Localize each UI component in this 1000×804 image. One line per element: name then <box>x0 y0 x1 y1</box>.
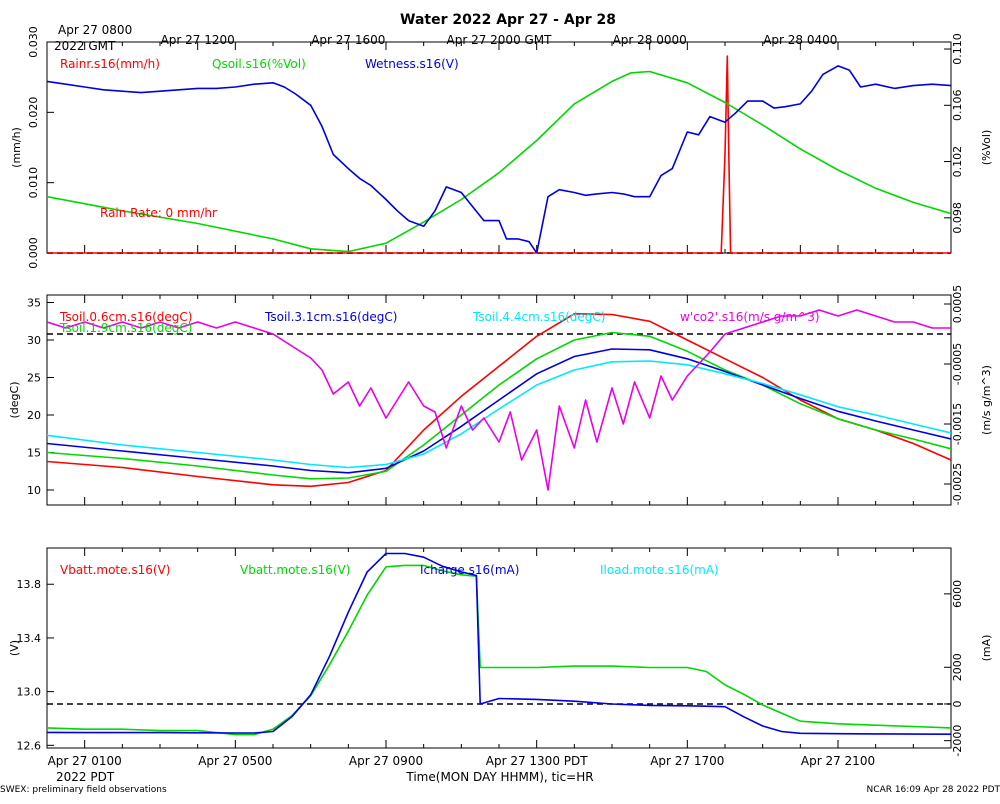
y-tick-label-right: 6000 <box>951 580 964 608</box>
panel-1: 0.000 0.010 0.020 0.030 0.098 0.102 0.106 0.110… <box>10 26 993 269</box>
y-tick-label-right: 0.0005 <box>951 285 964 324</box>
legend-cyan: Tsoil.4.4cm.s16(degC) <box>472 310 606 324</box>
y-tick-label-right: 0.106 <box>951 90 964 122</box>
legend-cyan: Iload.mote.s16(mA) <box>600 563 719 577</box>
legend-green: Tsoil.1.9cm.s16(degC) <box>59 321 193 335</box>
top-time-label: Apr 27 1200 <box>161 33 235 47</box>
top-time-label: Apr 28 0000 <box>613 33 687 47</box>
y-axis-label-right: (%Vol) <box>980 130 993 166</box>
series-line-blue <box>47 348 951 474</box>
legend-green: Qsoil.s16(%Vol) <box>212 57 306 71</box>
y-axis-label-right: (mA) <box>980 635 993 662</box>
rain-rate-annotation: Rain Rate: 0 mm/hr <box>100 206 217 220</box>
y-tick-label-left: 0.030 <box>27 26 40 58</box>
x-axis-label: Time(MON DAY HHMM), tic=HR <box>405 770 593 784</box>
legend-red: Rainr.s16(mm/h) <box>60 57 160 71</box>
panel-frame <box>46 547 952 749</box>
top-time-label: Apr 27 1600 <box>311 33 385 47</box>
series-line-blue <box>47 552 951 736</box>
panel-3: 12.6 13.0 13.4 13.8 -2000 0 2000 6000 (V) (mA) Vba… <box>8 547 993 757</box>
legend-green: Vbatt.mote.s16(V) <box>240 563 350 577</box>
top-time-label-first: Apr 27 0800 <box>58 23 132 37</box>
series-line-blue <box>47 65 951 253</box>
legend-blue: Icharge.s16(mA) <box>420 563 519 577</box>
series-line-magenta <box>47 309 951 491</box>
y-tick-label-right: 0 <box>951 700 964 707</box>
top-time-label: Apr 27 2000 GMT <box>447 33 553 47</box>
y-tick-label-right: -2000 <box>951 725 964 757</box>
series-line-red <box>47 55 951 253</box>
legend-magenta: w'co2'.s16(m/s g/m^3) <box>680 310 820 324</box>
y-tick-label-right: 2000 <box>951 653 964 681</box>
y-tick-label-left: 0.000 <box>27 237 40 269</box>
bottom-time-year: 2022 PDT <box>56 770 115 784</box>
y-tick-label-right: 0.098 <box>951 202 964 234</box>
y-axis-label-left: (V) <box>8 640 21 656</box>
y-tick-label-right: 0.102 <box>951 146 964 178</box>
y-tick-label-left: 13.4 <box>17 632 42 645</box>
legend-red: Tsoil.0.6cm.s16(degC) <box>59 310 193 324</box>
y-tick-label-left: 13.0 <box>17 686 42 699</box>
y-tick-label-left: 13.8 <box>17 578 42 591</box>
y-tick-label-right: -0.0015 <box>951 403 964 445</box>
y-tick-label-left: 20 <box>27 409 41 422</box>
y-axis-label-right: (m/s g/m^3) <box>980 365 993 435</box>
panel-2: 10 15 20 25 30 35 -0.0025 -0.0015 -0.0005 0.0005 (… <box>8 285 993 506</box>
y-tick-label-right: -0.0005 <box>951 343 964 385</box>
y-axis-label-left: (mm/h) <box>10 127 23 168</box>
series-line-cyan <box>47 360 951 469</box>
series-line-green <box>47 331 951 480</box>
legend-red: Vbatt.mote.s16(V) <box>60 563 170 577</box>
legend-blue: Tsoil.3.1cm.s16(degC) <box>264 310 398 324</box>
bottom-time-label: Apr 27 2100 <box>801 754 875 768</box>
series-line-green <box>47 70 951 253</box>
y-tick-label-right: 0.110 <box>951 33 964 65</box>
y-tick-label-left: 35 <box>27 297 41 310</box>
chart-title: Water 2022 Apr 27 - Apr 28 <box>400 12 616 28</box>
y-axis-label-left: (degC) <box>8 382 21 419</box>
y-tick-label-left: 25 <box>27 372 41 385</box>
y-tick-label-left: 15 <box>27 447 41 460</box>
bottom-time-label: Apr 27 1700 <box>650 754 724 768</box>
footer-right: NCAR 16:09 Apr 28 2022 PDT <box>867 785 1000 795</box>
bottom-time-label: Apr 27 0900 <box>349 754 423 768</box>
bottom-time-label: Apr 27 1300 PDT <box>486 754 588 768</box>
y-tick-label-left: 12.6 <box>17 739 42 752</box>
y-tick-label-right: -0.0025 <box>951 463 964 505</box>
y-tick-label-left: 10 <box>27 484 41 497</box>
y-tick-label-left: 0.020 <box>27 97 40 129</box>
series-line-red <box>47 312 951 488</box>
y-tick-label-left: 30 <box>27 334 41 347</box>
footer-left: SWEX: preliminary field observations <box>0 785 167 795</box>
top-time-label: Apr 28 0400 <box>763 33 837 47</box>
series-line-green <box>47 564 951 736</box>
bottom-time-label: Apr 27 0500 <box>198 754 272 768</box>
y-tick-label-left: 0.010 <box>27 167 40 199</box>
bottom-time-label: Apr 27 0100 <box>48 754 122 768</box>
legend-blue: Wetness.s16(V) <box>365 57 459 71</box>
